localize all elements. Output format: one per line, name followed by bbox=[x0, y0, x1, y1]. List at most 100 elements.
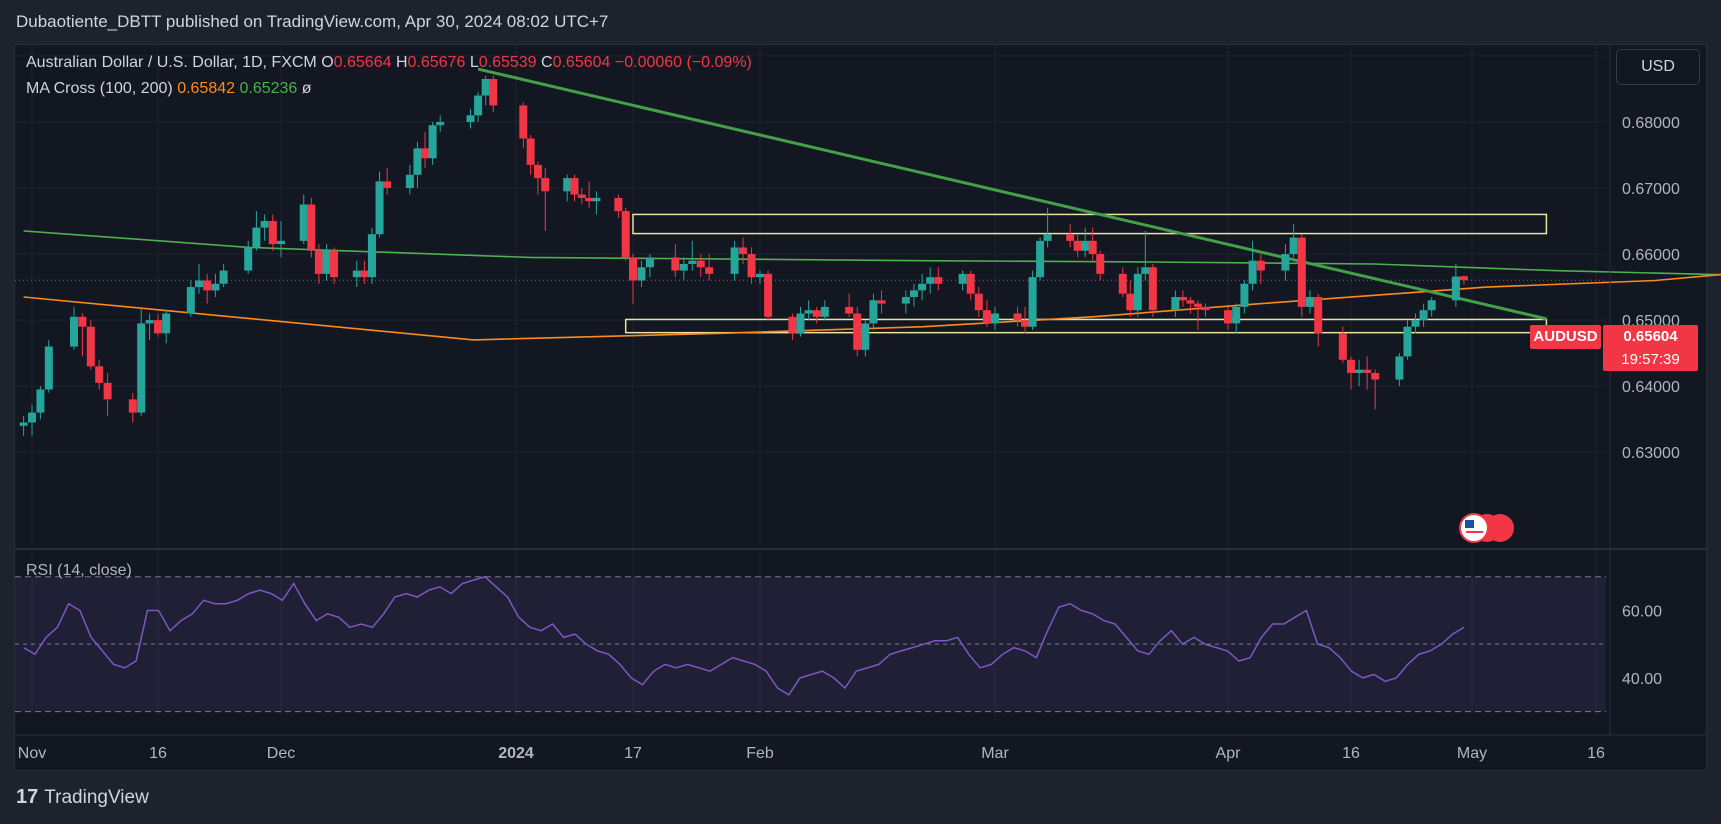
ma-cross-name: MA Cross (100, 200) bbox=[26, 80, 173, 97]
candle-body bbox=[570, 178, 579, 195]
candle-body bbox=[796, 313, 805, 334]
time-tick-label: 16 bbox=[1587, 745, 1605, 762]
candle-body bbox=[352, 270, 361, 278]
time-tick-label: Feb bbox=[746, 745, 774, 762]
candle-body bbox=[991, 313, 999, 324]
candle-body bbox=[1141, 267, 1150, 274]
candle-body bbox=[307, 204, 316, 251]
candle-body bbox=[1186, 300, 1195, 304]
close-value: 0.65604 bbox=[552, 54, 611, 71]
ma100-line bbox=[23, 273, 1721, 341]
candle-body bbox=[375, 181, 384, 235]
candle-body bbox=[747, 254, 756, 278]
candle-body bbox=[314, 250, 323, 274]
trendline-layer[interactable] bbox=[15, 67, 1606, 321]
legend-rsi[interactable]: RSI (14, close) bbox=[26, 562, 132, 580]
moving-averages bbox=[23, 230, 1721, 341]
candle-body bbox=[730, 247, 739, 274]
candle-body bbox=[70, 316, 78, 347]
candle-body bbox=[1224, 310, 1232, 324]
ma200-value: 0.65236 bbox=[239, 80, 298, 97]
candle-body bbox=[1013, 313, 1022, 321]
candle-body bbox=[1289, 237, 1298, 255]
candle-body bbox=[44, 346, 53, 390]
candle-body bbox=[1371, 372, 1380, 380]
legend-ohlc: Australian Dollar / U.S. Dollar, 1D, FXC… bbox=[26, 54, 752, 72]
ma200-line bbox=[23, 230, 1721, 276]
chart-frame[interactable] bbox=[14, 44, 1707, 771]
candle-body bbox=[1459, 276, 1468, 281]
candle-body bbox=[128, 399, 137, 413]
candle-body bbox=[1281, 254, 1290, 271]
candle-body bbox=[1028, 277, 1037, 327]
rsi-tick-label: 60.00 bbox=[1622, 603, 1662, 620]
candle-body bbox=[1403, 326, 1412, 357]
candle-body bbox=[533, 164, 542, 179]
ma100-value: 0.65842 bbox=[177, 80, 236, 97]
time-tick-label: May bbox=[1457, 745, 1487, 762]
candle-body bbox=[1171, 296, 1180, 311]
candle-body bbox=[966, 273, 975, 294]
candle-body bbox=[421, 148, 430, 159]
low-value: 0.65539 bbox=[478, 54, 537, 71]
bar-countdown: 19:57:39 bbox=[1621, 351, 1680, 368]
candle-body bbox=[1021, 320, 1030, 327]
candle-body bbox=[103, 382, 112, 400]
tradingview-wordmark: TradingView bbox=[44, 787, 149, 808]
price-tick-label: 0.68000 bbox=[1622, 115, 1680, 132]
range-zones[interactable] bbox=[624, 213, 1548, 334]
candle-body bbox=[696, 260, 705, 268]
symbol-price-tag: AUDUSD bbox=[1530, 325, 1601, 349]
candle-body bbox=[1043, 234, 1052, 241]
candle-body bbox=[474, 95, 483, 116]
high-value: 0.65676 bbox=[407, 54, 466, 71]
candle-body bbox=[1232, 306, 1241, 324]
rsi-tick-label: 40.00 bbox=[1622, 671, 1662, 688]
top-bar: Dubaotiente_DBTT published on TradingVie… bbox=[0, 0, 1721, 44]
candle-body bbox=[405, 174, 414, 188]
hidden-values-icon[interactable]: ø bbox=[301, 80, 312, 97]
candle-body bbox=[145, 320, 154, 324]
time-tick-label: 17 bbox=[624, 745, 642, 762]
candle-body bbox=[705, 267, 714, 274]
high-label: H bbox=[395, 54, 408, 71]
candle-body bbox=[1126, 293, 1135, 311]
candle-body bbox=[413, 148, 422, 175]
candle-body bbox=[489, 79, 498, 106]
candle-body bbox=[645, 257, 654, 268]
trendline bbox=[477, 67, 1547, 321]
candle-body bbox=[481, 79, 490, 96]
candle-body bbox=[28, 412, 36, 423]
publish-line: Dubaotiente_DBTT published on TradingVie… bbox=[16, 12, 609, 31]
time-tick-label: Mar bbox=[981, 745, 1009, 762]
candle-body bbox=[739, 247, 748, 255]
candle-body bbox=[756, 273, 764, 278]
candle-body bbox=[901, 296, 910, 304]
last-price-tag: 0.65604 19:57:39 bbox=[1603, 325, 1698, 371]
candle-body bbox=[1178, 296, 1187, 301]
candle-body bbox=[36, 389, 45, 413]
candle-body bbox=[277, 240, 285, 245]
candle-body bbox=[1201, 306, 1210, 311]
rsi-pane bbox=[15, 575, 1606, 713]
candle-body bbox=[1066, 234, 1075, 241]
legend-ma-cross[interactable]: MA Cross (100, 200) 0.65842 0.65236 ø bbox=[26, 80, 312, 98]
price-tick-label: 0.67000 bbox=[1622, 181, 1680, 198]
candle-body bbox=[1081, 240, 1090, 251]
event-flags[interactable] bbox=[1459, 513, 1514, 543]
candle-body bbox=[252, 227, 261, 248]
tradingview-brand[interactable]: 17 TradingView bbox=[16, 786, 149, 809]
currency-selector[interactable]: USD bbox=[1616, 49, 1700, 85]
candle-body bbox=[1036, 240, 1045, 278]
candle-body bbox=[1395, 356, 1404, 380]
candle-body bbox=[95, 366, 104, 383]
candles bbox=[19, 75, 1468, 436]
candle-body bbox=[367, 234, 376, 278]
candle-body bbox=[688, 260, 697, 264]
candle-body bbox=[330, 250, 339, 278]
candle-body bbox=[982, 310, 991, 324]
candle-body bbox=[1148, 267, 1157, 311]
close-label: C bbox=[541, 54, 553, 71]
time-tick-label: 2024 bbox=[498, 745, 534, 762]
